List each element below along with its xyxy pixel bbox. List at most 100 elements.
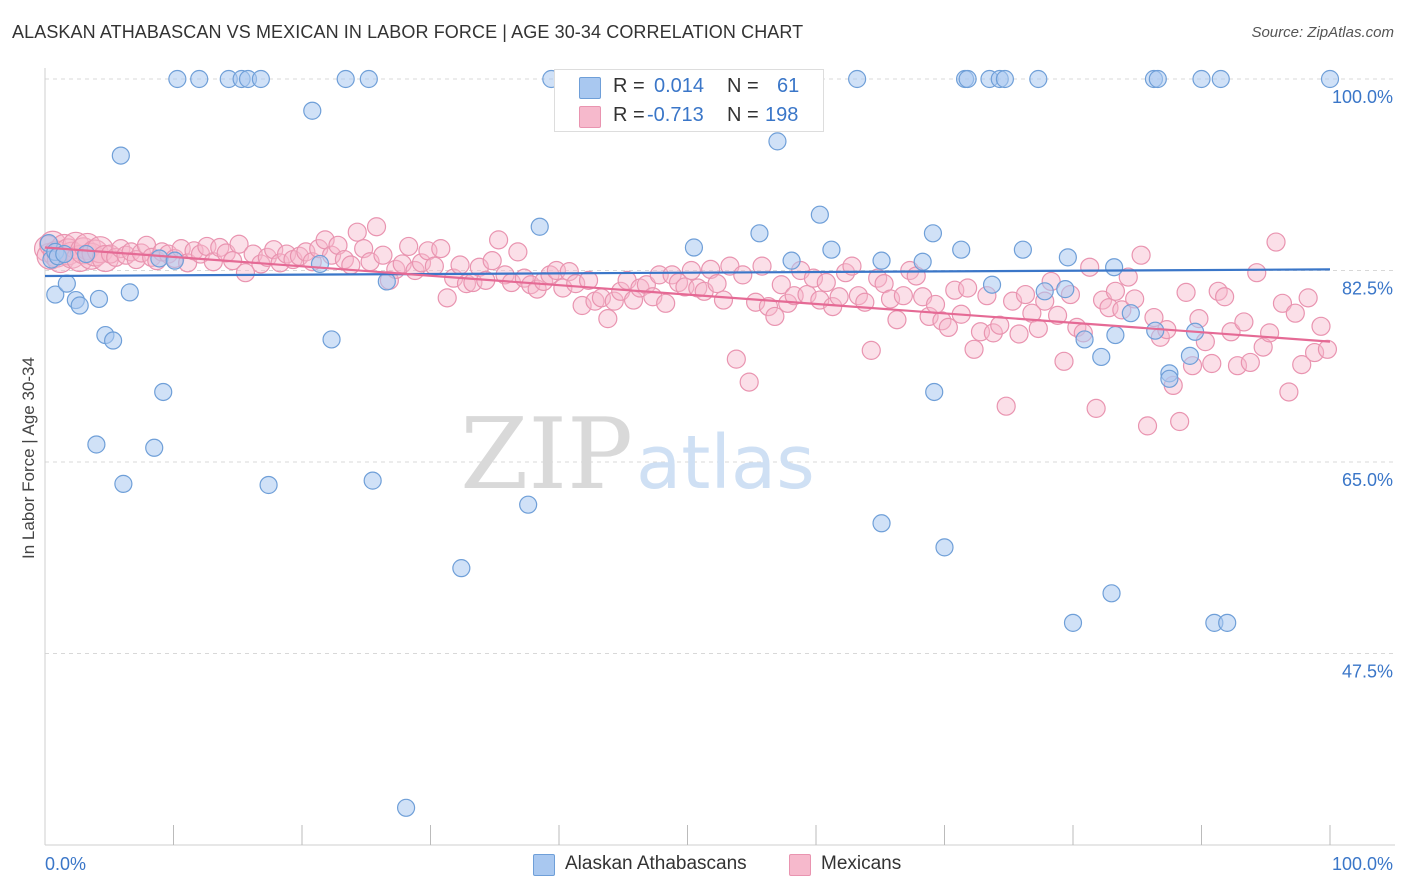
mexicans-point	[1311, 316, 1331, 336]
mexicans-point	[235, 263, 256, 283]
mexicans-swatch	[579, 106, 601, 128]
mexicans-point	[495, 265, 515, 285]
mexicans-point	[746, 292, 766, 312]
legend-label: Mexicans	[821, 853, 902, 874]
mexicans-point	[893, 286, 913, 306]
athabascans-point	[1146, 321, 1165, 340]
mexicans-point	[938, 317, 958, 338]
mexicans-point	[450, 255, 470, 275]
athabascans-point	[782, 251, 801, 270]
chart-title: ALASKAN ATHABASCAN VS MEXICAN IN LABOR F…	[12, 22, 804, 42]
athabascans-point	[982, 275, 1002, 294]
mexicans-point	[424, 256, 444, 276]
athabascans-point	[87, 435, 106, 454]
athabascans-trend-line	[44, 268, 1331, 278]
athabascans-point	[1105, 258, 1124, 277]
mexicans-point	[1137, 416, 1158, 436]
mexicans-point	[983, 323, 1003, 343]
mexicans-point	[366, 217, 387, 237]
athabascans-point	[913, 252, 932, 271]
athabascans-point	[1148, 69, 1167, 89]
mexicans-point	[636, 275, 656, 295]
mexicans-point	[739, 372, 759, 392]
athabascans-point	[150, 249, 169, 268]
athabascans-point	[1180, 346, 1200, 365]
mexicans-point	[1234, 312, 1254, 332]
mexicans-point	[771, 275, 791, 295]
mexicans-point	[1292, 355, 1312, 375]
mexicans-point	[662, 265, 682, 285]
athabascans-point	[768, 132, 787, 151]
athabascans-point	[925, 382, 944, 402]
mexicans-point	[1247, 263, 1267, 283]
y-tick-label: 100.0%	[1332, 87, 1393, 107]
athabascans-point	[1092, 347, 1111, 367]
athabascans-point	[952, 240, 971, 259]
n-value: 61	[777, 75, 800, 97]
r-value: 0.014	[654, 75, 705, 97]
mexicans-legend-swatch	[789, 854, 811, 876]
mexicans-point	[1279, 382, 1299, 402]
trend-lines	[44, 246, 1331, 343]
athabascans-point	[1013, 240, 1032, 259]
athabascans-point	[452, 559, 471, 578]
mexicans-point	[707, 274, 727, 294]
mexicans-point	[578, 270, 599, 290]
athabascans-point	[165, 251, 184, 270]
r-value: -0.713	[647, 104, 704, 126]
athabascans-point	[70, 296, 89, 315]
athabascans-point	[1063, 613, 1083, 632]
mexicans-point	[958, 278, 978, 298]
athabascans-point	[822, 240, 841, 259]
athabascans-point	[848, 69, 867, 89]
mexicans-point	[489, 230, 509, 250]
mexicans-point	[887, 310, 907, 330]
athabascans-point	[995, 69, 1014, 89]
athabascans-point	[190, 69, 209, 89]
athabascans-point	[1320, 69, 1340, 89]
athabascans-point	[359, 69, 378, 89]
mexicans-points	[33, 217, 1338, 436]
mexicans-point	[758, 297, 779, 317]
mexicans-point	[713, 290, 734, 310]
mexicans-point	[1272, 293, 1293, 313]
athabascans-point	[1192, 69, 1211, 89]
athabascans-point	[1106, 325, 1125, 345]
athabascans-point	[259, 475, 278, 495]
mexicans-point	[100, 244, 121, 264]
mexicans-point	[229, 234, 249, 254]
mexicans-point	[1317, 339, 1338, 359]
mexicans-point	[1240, 352, 1260, 373]
athabascans-point	[750, 224, 769, 243]
mexicans-point	[1105, 281, 1126, 301]
mexicans-point	[1080, 257, 1100, 277]
athabascans-point	[958, 69, 977, 89]
r-label: R =	[613, 104, 645, 126]
athabascans-point	[336, 69, 355, 89]
mexicans-point	[861, 340, 881, 360]
athabascans-point	[530, 217, 549, 236]
n-label: N =	[727, 104, 759, 126]
mexicans-point	[990, 315, 1010, 335]
mexicans-point	[1298, 288, 1318, 308]
mexicans-point	[604, 291, 624, 311]
mexicans-point	[1009, 324, 1029, 344]
mexicans-point	[508, 242, 528, 262]
tick-labels: 47.5% 65.0% 82.5% 100.0% 0.0% 100.0%	[45, 87, 1393, 874]
mexicans-trend-line	[44, 246, 1331, 343]
legend-label: Alaskan Athabascans	[565, 853, 747, 874]
stats-row-mexicans: R = -0.713 N = 198	[555, 101, 823, 131]
athabascans-point	[120, 283, 139, 302]
athabascans-points	[39, 69, 1340, 817]
mexicans-point	[656, 293, 676, 313]
mexicans-point	[373, 245, 393, 265]
mexicans-point	[842, 256, 862, 276]
mexicans-point	[1118, 267, 1138, 287]
athabascans-legend-swatch	[533, 854, 555, 876]
stats-row-athabascans: R = 0.014 N = 61	[555, 72, 823, 102]
athabascans-point	[310, 254, 330, 274]
mexicans-point	[925, 294, 946, 315]
athabascans-point	[923, 224, 943, 243]
y-tick-label: 82.5%	[1342, 279, 1393, 299]
r-label: R =	[613, 75, 645, 97]
